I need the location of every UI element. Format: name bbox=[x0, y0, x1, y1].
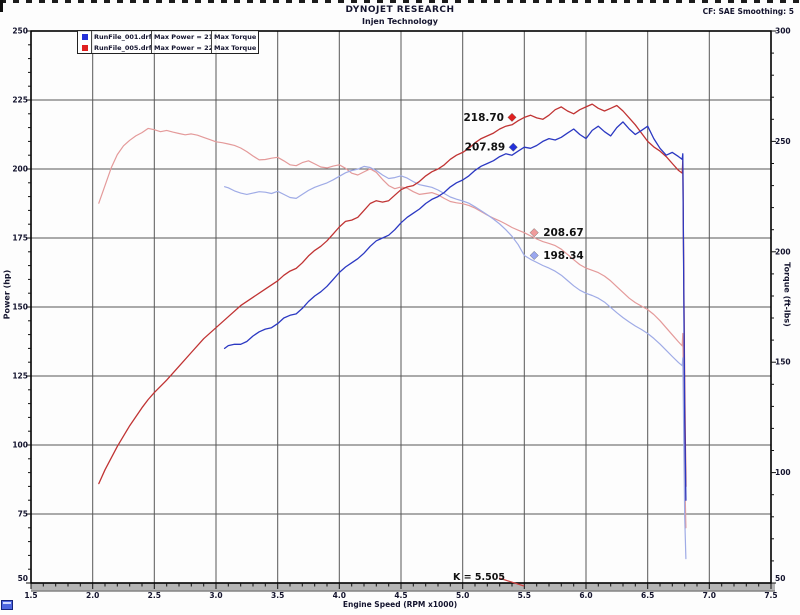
curve-runfile-005-drf-torque bbox=[98, 127, 687, 529]
left-axis-tick-label: 150 bbox=[12, 303, 28, 312]
legend-marker-cell bbox=[78, 42, 92, 53]
left-axis-tick-label: 225 bbox=[12, 96, 28, 105]
curve-runfile-005-drf-power bbox=[98, 103, 687, 488]
legend-marker-cell bbox=[78, 31, 92, 42]
page-corner-mark bbox=[0, 0, 3, 12]
x-axis-tick-label: 1.5 bbox=[24, 591, 37, 600]
correction-smoothing-label: CF: SAE Smoothing: 5 bbox=[702, 7, 794, 16]
legend-file-name: RunFile_005.drf bbox=[94, 42, 152, 53]
cursor-value-marker[interactable] bbox=[529, 228, 539, 238]
left-axis-tick-label: 125 bbox=[12, 372, 28, 381]
legend-row-runfile001[interactable]: RunFile_001.drf Max Power = 217.07 Max T… bbox=[78, 31, 258, 42]
curve-runfile-001-drf-torque bbox=[224, 165, 687, 560]
legend-row-runfile005[interactable]: RunFile_005.drf Max Power = 223.48 Max T… bbox=[78, 42, 258, 53]
x-axis-tick-label: 3.5 bbox=[271, 591, 284, 600]
x-axis-tick-label: 5.5 bbox=[518, 591, 531, 600]
x-axis-tick-label: 7.0 bbox=[703, 591, 716, 600]
cursor-value-label: 207.89 bbox=[465, 142, 506, 154]
x-axis-tick-label: 2.0 bbox=[86, 591, 99, 600]
right-axis-tick-label: 100 bbox=[775, 468, 791, 477]
left-axis-tick-label: 200 bbox=[12, 165, 28, 174]
legend-max-torque: Max Torque = 238.74 bbox=[214, 32, 258, 41]
cursor-value-label: 218.70 bbox=[463, 112, 504, 124]
x-axis-tick-label: 3.0 bbox=[209, 591, 222, 600]
x-axis-tick-label: 4.5 bbox=[394, 591, 407, 600]
curve-runfile-001-drf-power bbox=[223, 121, 687, 501]
x-axis-tick-label: 5.0 bbox=[456, 591, 469, 600]
cursor-value-marker[interactable] bbox=[507, 112, 517, 122]
right-axis-tick-label: 50 bbox=[775, 574, 785, 583]
left-axis-tick-label: 100 bbox=[12, 441, 28, 450]
x-axis-tick-label: 7.5 bbox=[764, 591, 777, 600]
legend-max-torque: Max Torque = 255.91 bbox=[214, 43, 258, 52]
left-axis-title: Power (hp) bbox=[2, 269, 12, 320]
report-title: DYNOJET RESEARCH bbox=[345, 5, 455, 15]
cursor-value-label: 208.67 bbox=[543, 227, 584, 239]
left-axis-tick-label: 175 bbox=[12, 234, 28, 243]
right-axis-title: Torque (ft-lbs) bbox=[782, 262, 792, 327]
right-axis-tick-label: 300 bbox=[775, 27, 791, 36]
cursor-value-marker[interactable] bbox=[529, 250, 539, 260]
cursor-value-label: 198.34 bbox=[543, 250, 584, 262]
cursor-rpm-label: K = 5.505 bbox=[453, 572, 505, 583]
legend-max-power: Max Power = 223.48 bbox=[152, 42, 212, 53]
right-axis-tick-label: 150 bbox=[775, 358, 791, 367]
run-color-swatch bbox=[81, 44, 88, 51]
right-axis-tick-label: 200 bbox=[775, 247, 791, 256]
x-axis-tick-label: 4.0 bbox=[333, 591, 346, 600]
cursor-value-marker[interactable] bbox=[508, 142, 518, 152]
run-color-swatch bbox=[81, 33, 88, 40]
legend-max-power: Max Power = 217.07 bbox=[152, 31, 212, 42]
page-edge-ruler bbox=[0, 0, 800, 3]
legend-file-name: RunFile_001.drf bbox=[94, 31, 152, 42]
left-axis-tick-label: 250 bbox=[12, 27, 28, 36]
window-icon[interactable] bbox=[1, 600, 13, 610]
x-axis-tick-label: 6.5 bbox=[641, 591, 654, 600]
report-subtitle: Injen Technology bbox=[362, 17, 438, 26]
cursor-pointer-line bbox=[498, 577, 525, 587]
x-axis-tick-label: 2.5 bbox=[148, 591, 161, 600]
legend: RunFile_001.drf Max Power = 217.07 Max T… bbox=[77, 30, 259, 54]
x-axis-title: Engine Speed (RPM x1000) bbox=[342, 600, 458, 609]
left-axis-tick-label: 50 bbox=[18, 574, 28, 583]
x-axis-bar bbox=[31, 583, 775, 591]
left-axis-tick-label: 75 bbox=[18, 510, 28, 519]
x-axis-tick-label: 6.0 bbox=[579, 591, 592, 600]
right-axis-tick-label: 250 bbox=[775, 137, 791, 146]
